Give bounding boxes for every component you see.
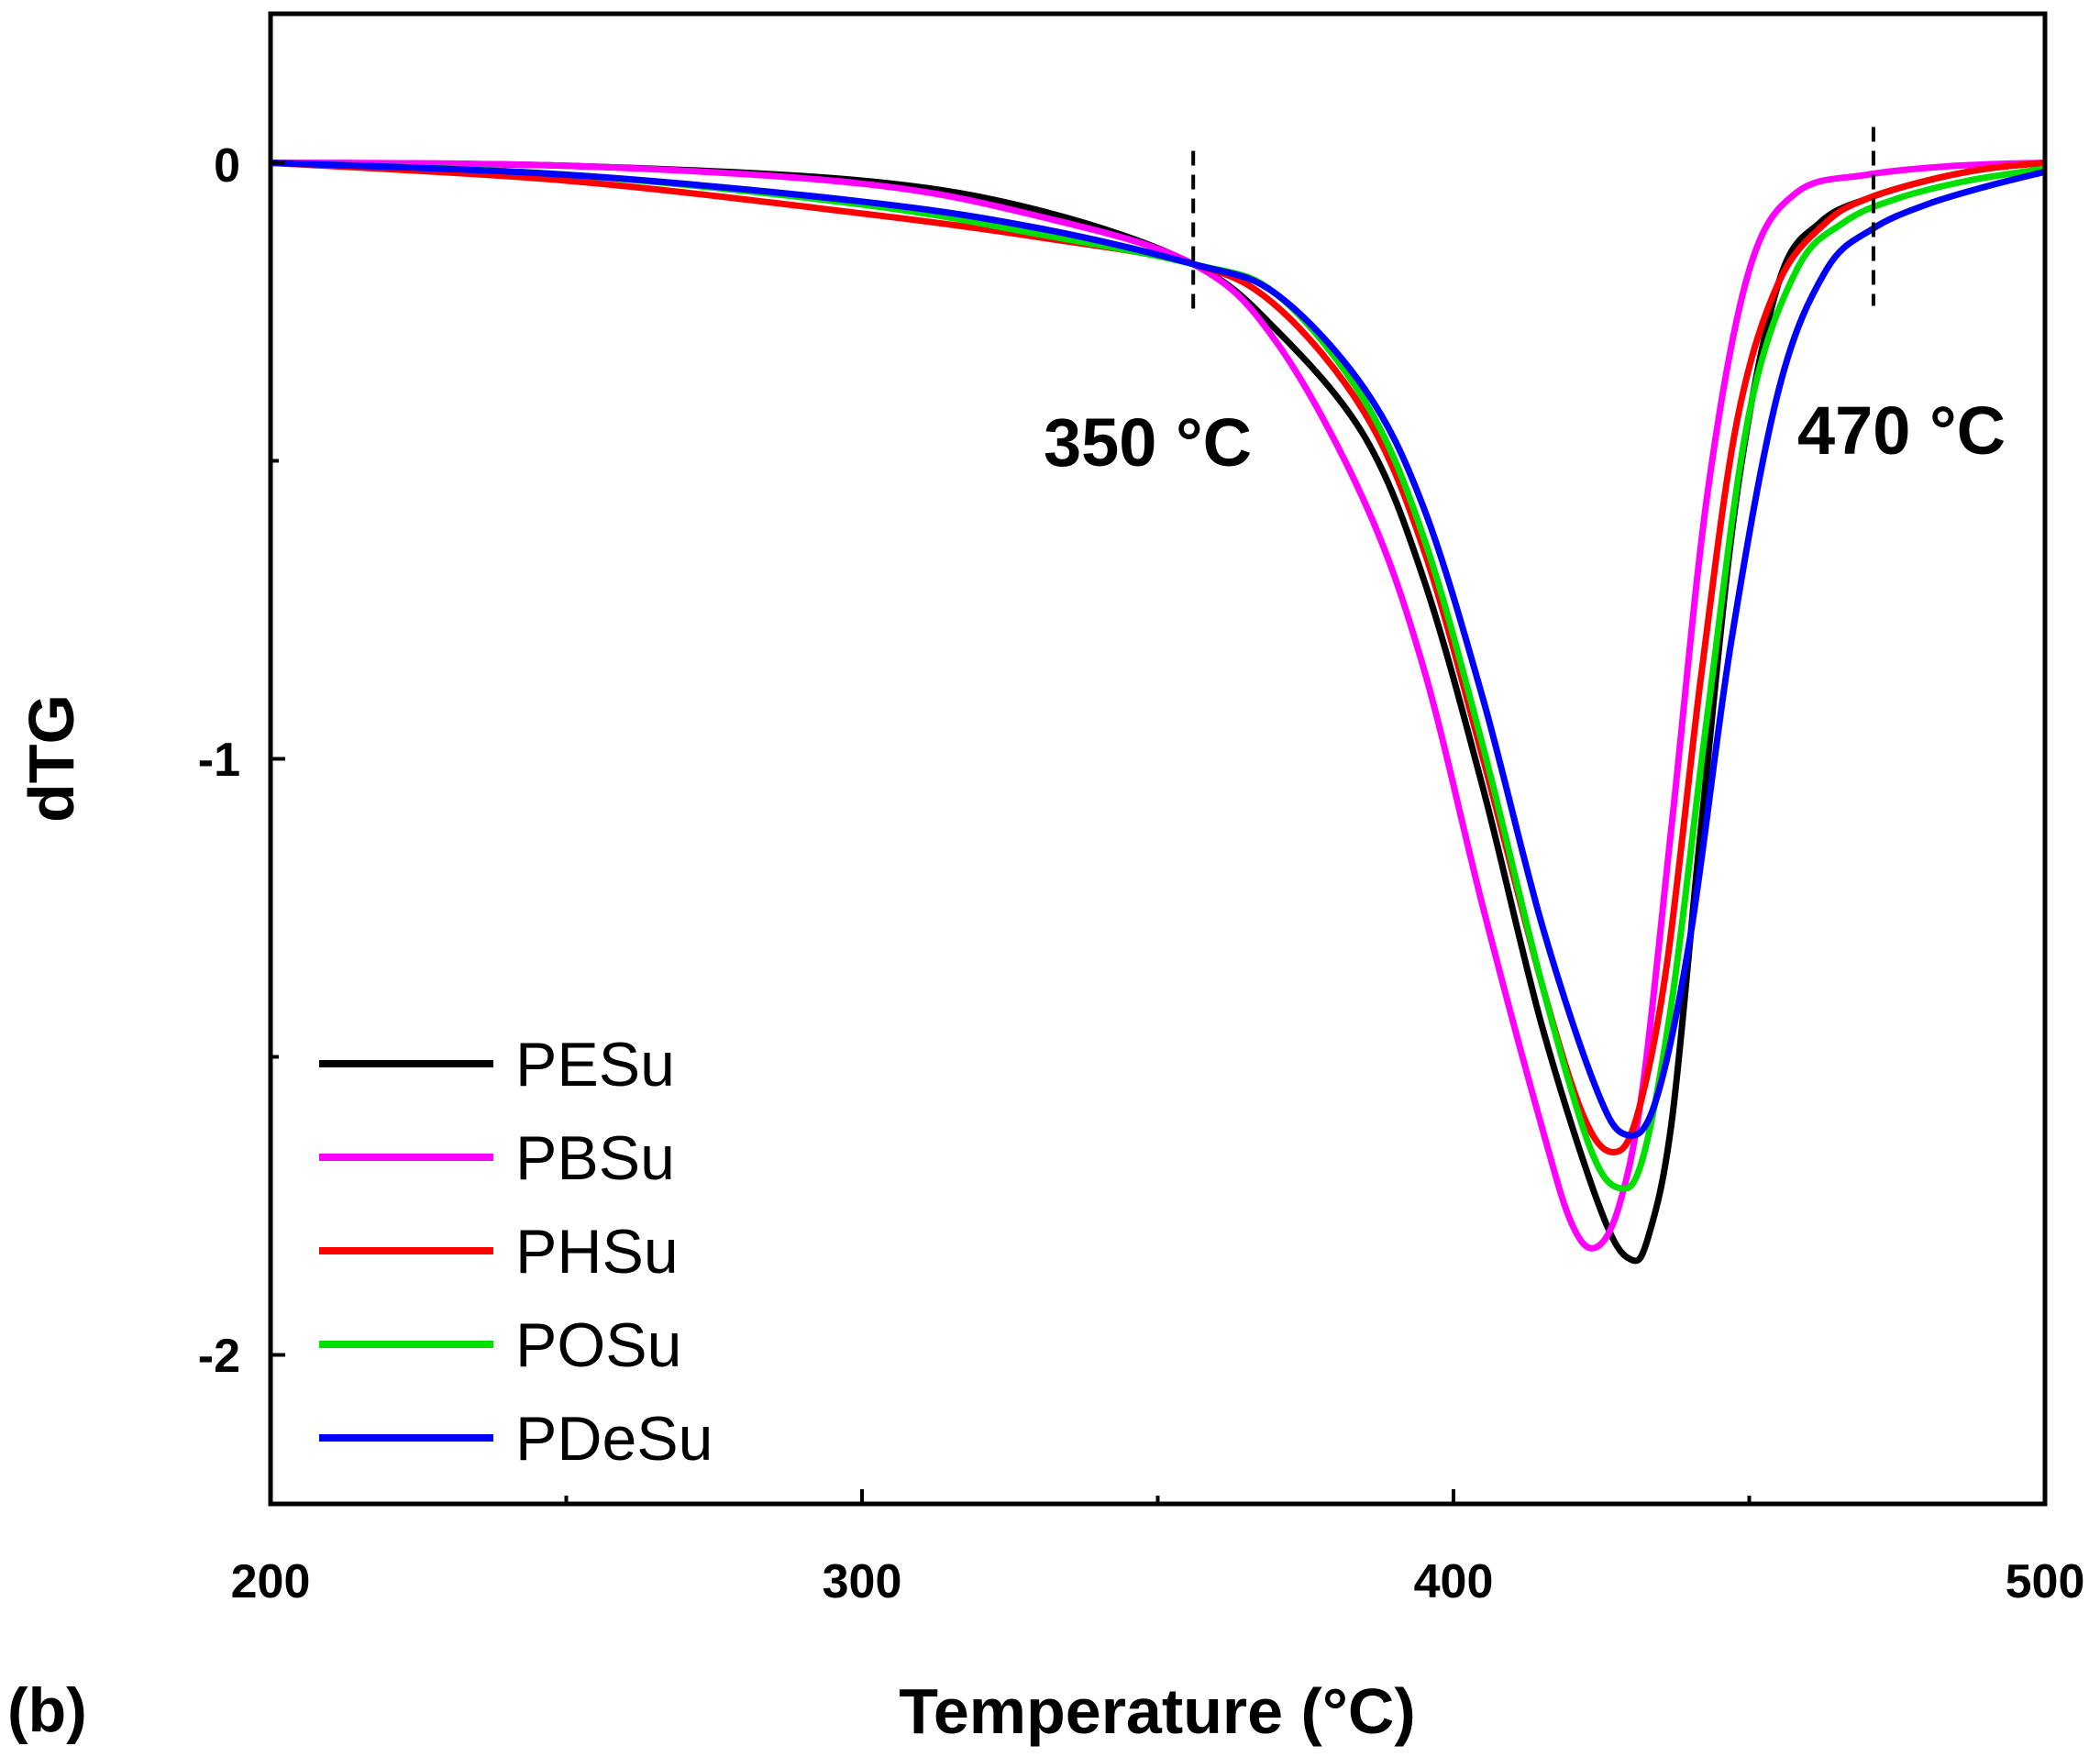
series-line-pbsu bbox=[270, 160, 2046, 1252]
legend-label-pbsu: PBSu bbox=[515, 1123, 675, 1193]
y-tick-label-neg1: -1 bbox=[198, 734, 240, 787]
legend-label-phsu: PHSu bbox=[515, 1217, 679, 1287]
axis-ticks bbox=[269, 160, 2047, 1504]
x-tick-label-300: 300 bbox=[823, 1555, 902, 1608]
y-tick-label-0: 0 bbox=[214, 139, 240, 193]
x-axis-title: Temperature (°C) bbox=[899, 1675, 1415, 1747]
x-tick-label-200: 200 bbox=[231, 1555, 311, 1608]
x-tick-label-400: 400 bbox=[1414, 1555, 1494, 1608]
panel-label: (b) bbox=[7, 1675, 87, 1745]
annotation-markers bbox=[1191, 127, 1875, 312]
x-tick-label-500: 500 bbox=[2006, 1555, 2085, 1608]
legend-label-pdesu: PDeSu bbox=[515, 1404, 713, 1474]
y-axis-title: dTG bbox=[16, 694, 87, 823]
series-line-posu bbox=[270, 160, 2046, 1192]
y-tick-label-neg2: -2 bbox=[198, 1330, 240, 1383]
annotation-470c: 470 °C bbox=[1797, 392, 2006, 469]
legend: PESu PBSu PHSu POSu PDeSu bbox=[319, 1030, 713, 1474]
legend-label-pesu: PESu bbox=[515, 1030, 675, 1100]
series-lines bbox=[270, 160, 2046, 1265]
series-line-pdesu bbox=[270, 160, 2046, 1139]
legend-label-posu: POSu bbox=[515, 1310, 681, 1380]
annotation-350c: 350 °C bbox=[1044, 404, 1252, 481]
